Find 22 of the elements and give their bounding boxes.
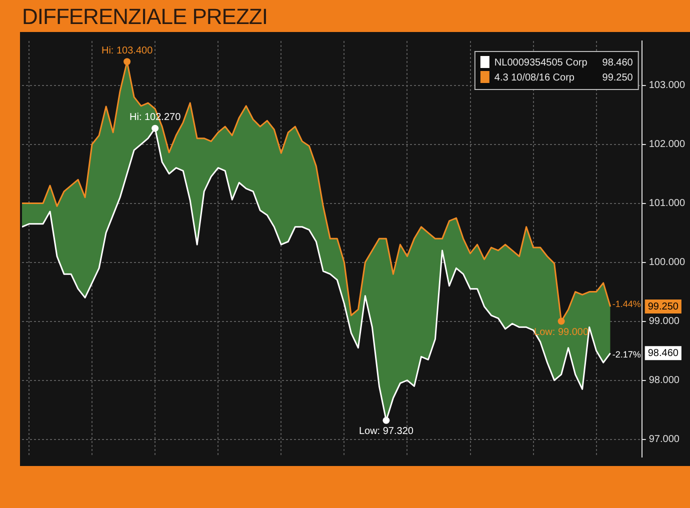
- y-tick-label: 98.000: [648, 375, 680, 386]
- annotation: Hi: 103.400: [101, 45, 154, 56]
- legend-label: NL0009354505 Corp: [494, 57, 588, 68]
- y-tick-label: 100.000: [648, 257, 686, 268]
- y-tick-label: 97.000: [648, 434, 680, 446]
- text: 99.250: [648, 301, 678, 312]
- annotation: Low: 97.320: [358, 426, 414, 438]
- legend-label: 4.3 10/08/16 Corp: [494, 72, 575, 84]
- annotation: 99.250: [602, 72, 634, 84]
- y-tick-label: 101.000: [648, 198, 686, 210]
- annotation: 98.460: [602, 57, 634, 68]
- point: [152, 124, 159, 132]
- point: [558, 318, 565, 325]
- text: 98.460: [648, 348, 678, 359]
- y-tick-label: 102.000: [648, 139, 686, 150]
- annotation: -1.44%: [612, 299, 641, 310]
- point: [124, 58, 131, 66]
- y-tick-label: 99.000: [648, 316, 680, 328]
- chart-title: DIFFERENZIALE PREZZI: [22, 4, 268, 30]
- annotation: -2.17%: [612, 350, 641, 360]
- y-tick-label: 103.000: [648, 80, 686, 92]
- point: [382, 416, 390, 424]
